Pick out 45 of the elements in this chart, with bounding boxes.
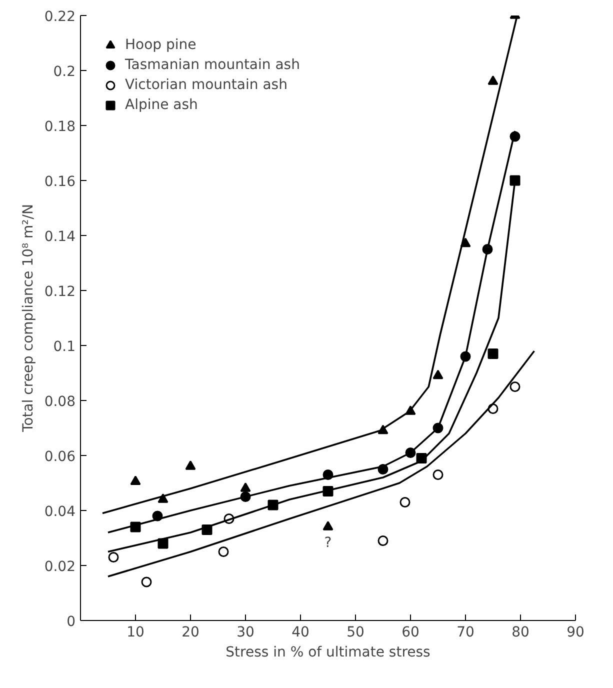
point [400,497,410,508]
x-tick-label: 80 [512,624,530,640]
point [185,460,196,470]
x-tick-label: 10 [126,624,144,640]
legend-label: Hoop pine [125,37,196,53]
point [488,76,498,85]
point [378,536,388,546]
x-tick-label: 60 [402,624,420,640]
y-tick-label: 0.2 [53,64,76,80]
legend-label: Tasmanian mountain ash [125,57,300,73]
legend-label: Victorian mountain ash [125,77,288,93]
x-tick-label: 90 [566,624,584,640]
y-tick-label: 0.18 [44,119,76,135]
y-tick-label: 0.08 [44,394,76,410]
point [240,482,251,492]
y-tick-label: 0.04 [44,504,76,520]
point [218,546,229,557]
legend-label: Alpine ash [125,97,198,113]
y-tick-label: 0.12 [44,284,76,300]
data-label: ? [324,535,332,551]
point [510,382,520,392]
point [488,348,498,359]
point [108,552,119,562]
y-tick-label: 0.02 [44,559,76,575]
x-tick-label: 70 [456,624,474,640]
x-tick-label: 30 [236,624,254,640]
point [130,476,141,485]
x-tick-label: 20 [182,624,200,640]
y-tick-label: 0.16 [44,174,76,190]
y-tick-label: 0.06 [44,449,76,465]
point [158,494,168,503]
point [141,576,152,588]
line-series [107,350,536,578]
y-tick-label: 0.22 [44,9,76,25]
y-tick-label: 0.1 [53,339,76,355]
point [510,175,520,186]
x-axis-title: Stress in % of ultimate stress [226,644,430,660]
x-tick-label: 40 [292,624,310,640]
y-tick-label: 0 [66,614,76,630]
point [432,470,444,480]
point [432,370,444,380]
y-tick-label: 0.14 [44,229,76,245]
point [322,521,334,530]
y-axis-title: Total creep compliance 10⁸ m²/N [20,204,36,433]
x-tick-label: 50 [346,624,364,640]
